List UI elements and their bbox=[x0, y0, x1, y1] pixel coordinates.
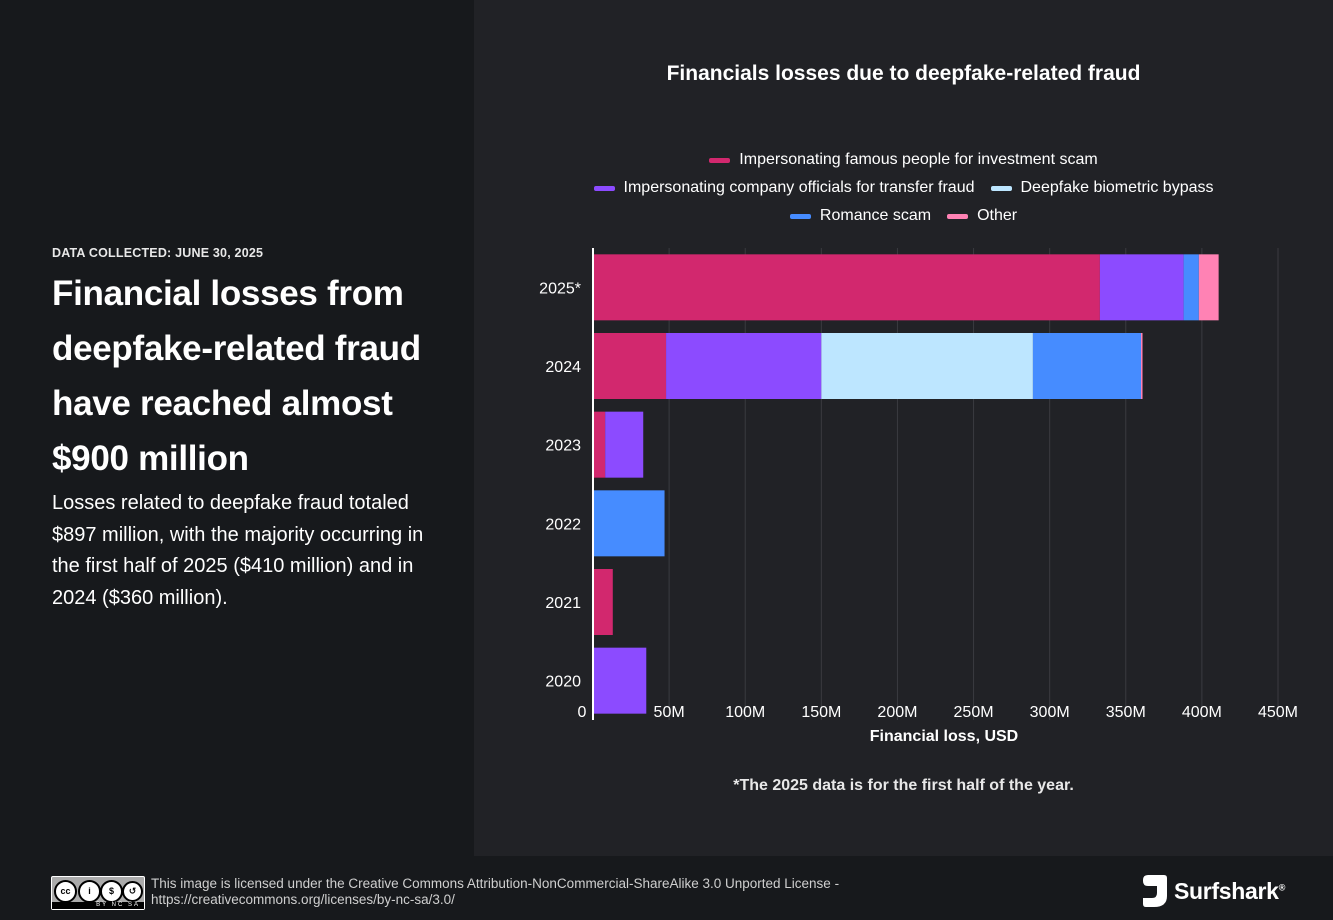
legend-item: Impersonating company officials for tran… bbox=[593, 179, 975, 197]
bar-chart: 0 50M 100M 150M 200M 250M 300M 350M 400M 450M 2025… bbox=[539, 248, 1298, 721]
bar-segment bbox=[1099, 254, 1184, 321]
bar-segment bbox=[1183, 254, 1199, 321]
data-collected-label: DATA COLLECTED: JUNE 30, 2025 bbox=[52, 246, 264, 260]
info-panel: DATA COLLECTED: JUNE 30, 2025 Financial … bbox=[0, 0, 474, 856]
chart-title: Financials losses due to deepfake-relate… bbox=[666, 62, 1141, 85]
legend-item: Romance scam bbox=[789, 207, 932, 225]
bar-segment bbox=[593, 333, 667, 399]
bar-segment bbox=[1198, 254, 1219, 321]
x-tick-label: 400M bbox=[1182, 704, 1222, 721]
legend-row: Impersonating company officials for tran… bbox=[474, 174, 1333, 202]
legend-swatch bbox=[593, 185, 615, 191]
cc-badge-strip: BY NC SA bbox=[52, 902, 144, 909]
legend-swatch bbox=[789, 213, 811, 219]
legend-swatch bbox=[990, 185, 1012, 191]
bar-segment bbox=[593, 569, 613, 635]
bar-segment bbox=[1141, 333, 1143, 399]
bar-segment bbox=[605, 411, 644, 478]
x-tick-label: 150M bbox=[801, 704, 841, 721]
legend-label: Impersonating famous people for investme… bbox=[739, 151, 1098, 168]
bar-segment bbox=[593, 254, 1100, 321]
legend-label: Deepfake biometric bypass bbox=[1020, 179, 1214, 196]
bar-segment bbox=[1032, 333, 1141, 399]
brand-text: Surfshark bbox=[1174, 877, 1279, 904]
y-tick-label: 2020 bbox=[545, 674, 581, 691]
brand[interactable]: Surfshark® bbox=[1142, 874, 1285, 908]
bar-segment bbox=[593, 647, 647, 714]
x-tick-label: 300M bbox=[1030, 704, 1070, 721]
legend-item: Other bbox=[947, 207, 1017, 225]
headline: Financial losses from deepfake-related f… bbox=[52, 274, 421, 478]
x-tick-label: 0 bbox=[578, 704, 587, 721]
brand-name: Surfshark® bbox=[1174, 878, 1285, 905]
x-axis-title: Financial loss, USD bbox=[869, 728, 1019, 745]
surfshark-logo-icon bbox=[1143, 875, 1167, 907]
legend-item: Impersonating famous people for investme… bbox=[709, 151, 1098, 169]
legend-label: Romance scam bbox=[819, 207, 932, 224]
x-tick-label: 50M bbox=[654, 704, 685, 721]
y-tick-label: 2024 bbox=[545, 359, 581, 376]
legend-swatch bbox=[947, 213, 969, 219]
license-line: This image is licensed under the Creativ… bbox=[151, 876, 840, 891]
cc-circle-icon: cc bbox=[54, 880, 77, 903]
chart-legend: Impersonating famous people for investme… bbox=[474, 146, 1333, 230]
legend-row: Romance scam Other bbox=[474, 202, 1333, 230]
y-tick-label: 2025* bbox=[539, 280, 581, 297]
x-tick-label: 200M bbox=[877, 704, 917, 721]
y-tick-label: 2022 bbox=[545, 516, 581, 533]
y-tick-label: 2023 bbox=[545, 438, 581, 455]
creative-commons-icon[interactable]: cc i $ ↺ BY NC SA bbox=[51, 876, 145, 910]
legend-label: Impersonating company officials for tran… bbox=[623, 179, 975, 196]
brand-registered-mark: ® bbox=[1278, 881, 1286, 892]
x-tick-label: 250M bbox=[954, 704, 994, 721]
legend-label: Other bbox=[977, 207, 1018, 224]
license-url[interactable]: https://creativecommons.org/licenses/by-… bbox=[151, 891, 455, 907]
bar-segment bbox=[666, 333, 822, 399]
by-circle-icon: i bbox=[78, 880, 101, 903]
legend-item: Deepfake biometric bypass bbox=[990, 179, 1214, 197]
bar-segment bbox=[593, 411, 606, 478]
x-tick-label: 350M bbox=[1106, 704, 1146, 721]
license-text[interactable]: This image is licensed under the Creativ… bbox=[151, 876, 839, 907]
chart-footnote: *The 2025 data is for the first half of … bbox=[733, 777, 1074, 794]
bar-segment bbox=[821, 333, 1033, 399]
sa-circle-icon: ↺ bbox=[122, 881, 143, 902]
legend-swatch bbox=[709, 157, 731, 163]
legend-row: Impersonating famous people for investme… bbox=[474, 146, 1333, 174]
bar-segment bbox=[593, 490, 665, 557]
x-tick-label: 100M bbox=[725, 704, 765, 721]
nc-circle-icon: $ bbox=[100, 880, 123, 903]
y-tick-label: 2021 bbox=[545, 595, 581, 612]
footer bbox=[0, 856, 1333, 920]
x-tick-label: 450M bbox=[1258, 704, 1298, 721]
description: Losses related to deepfake fraud totaled… bbox=[52, 492, 424, 609]
